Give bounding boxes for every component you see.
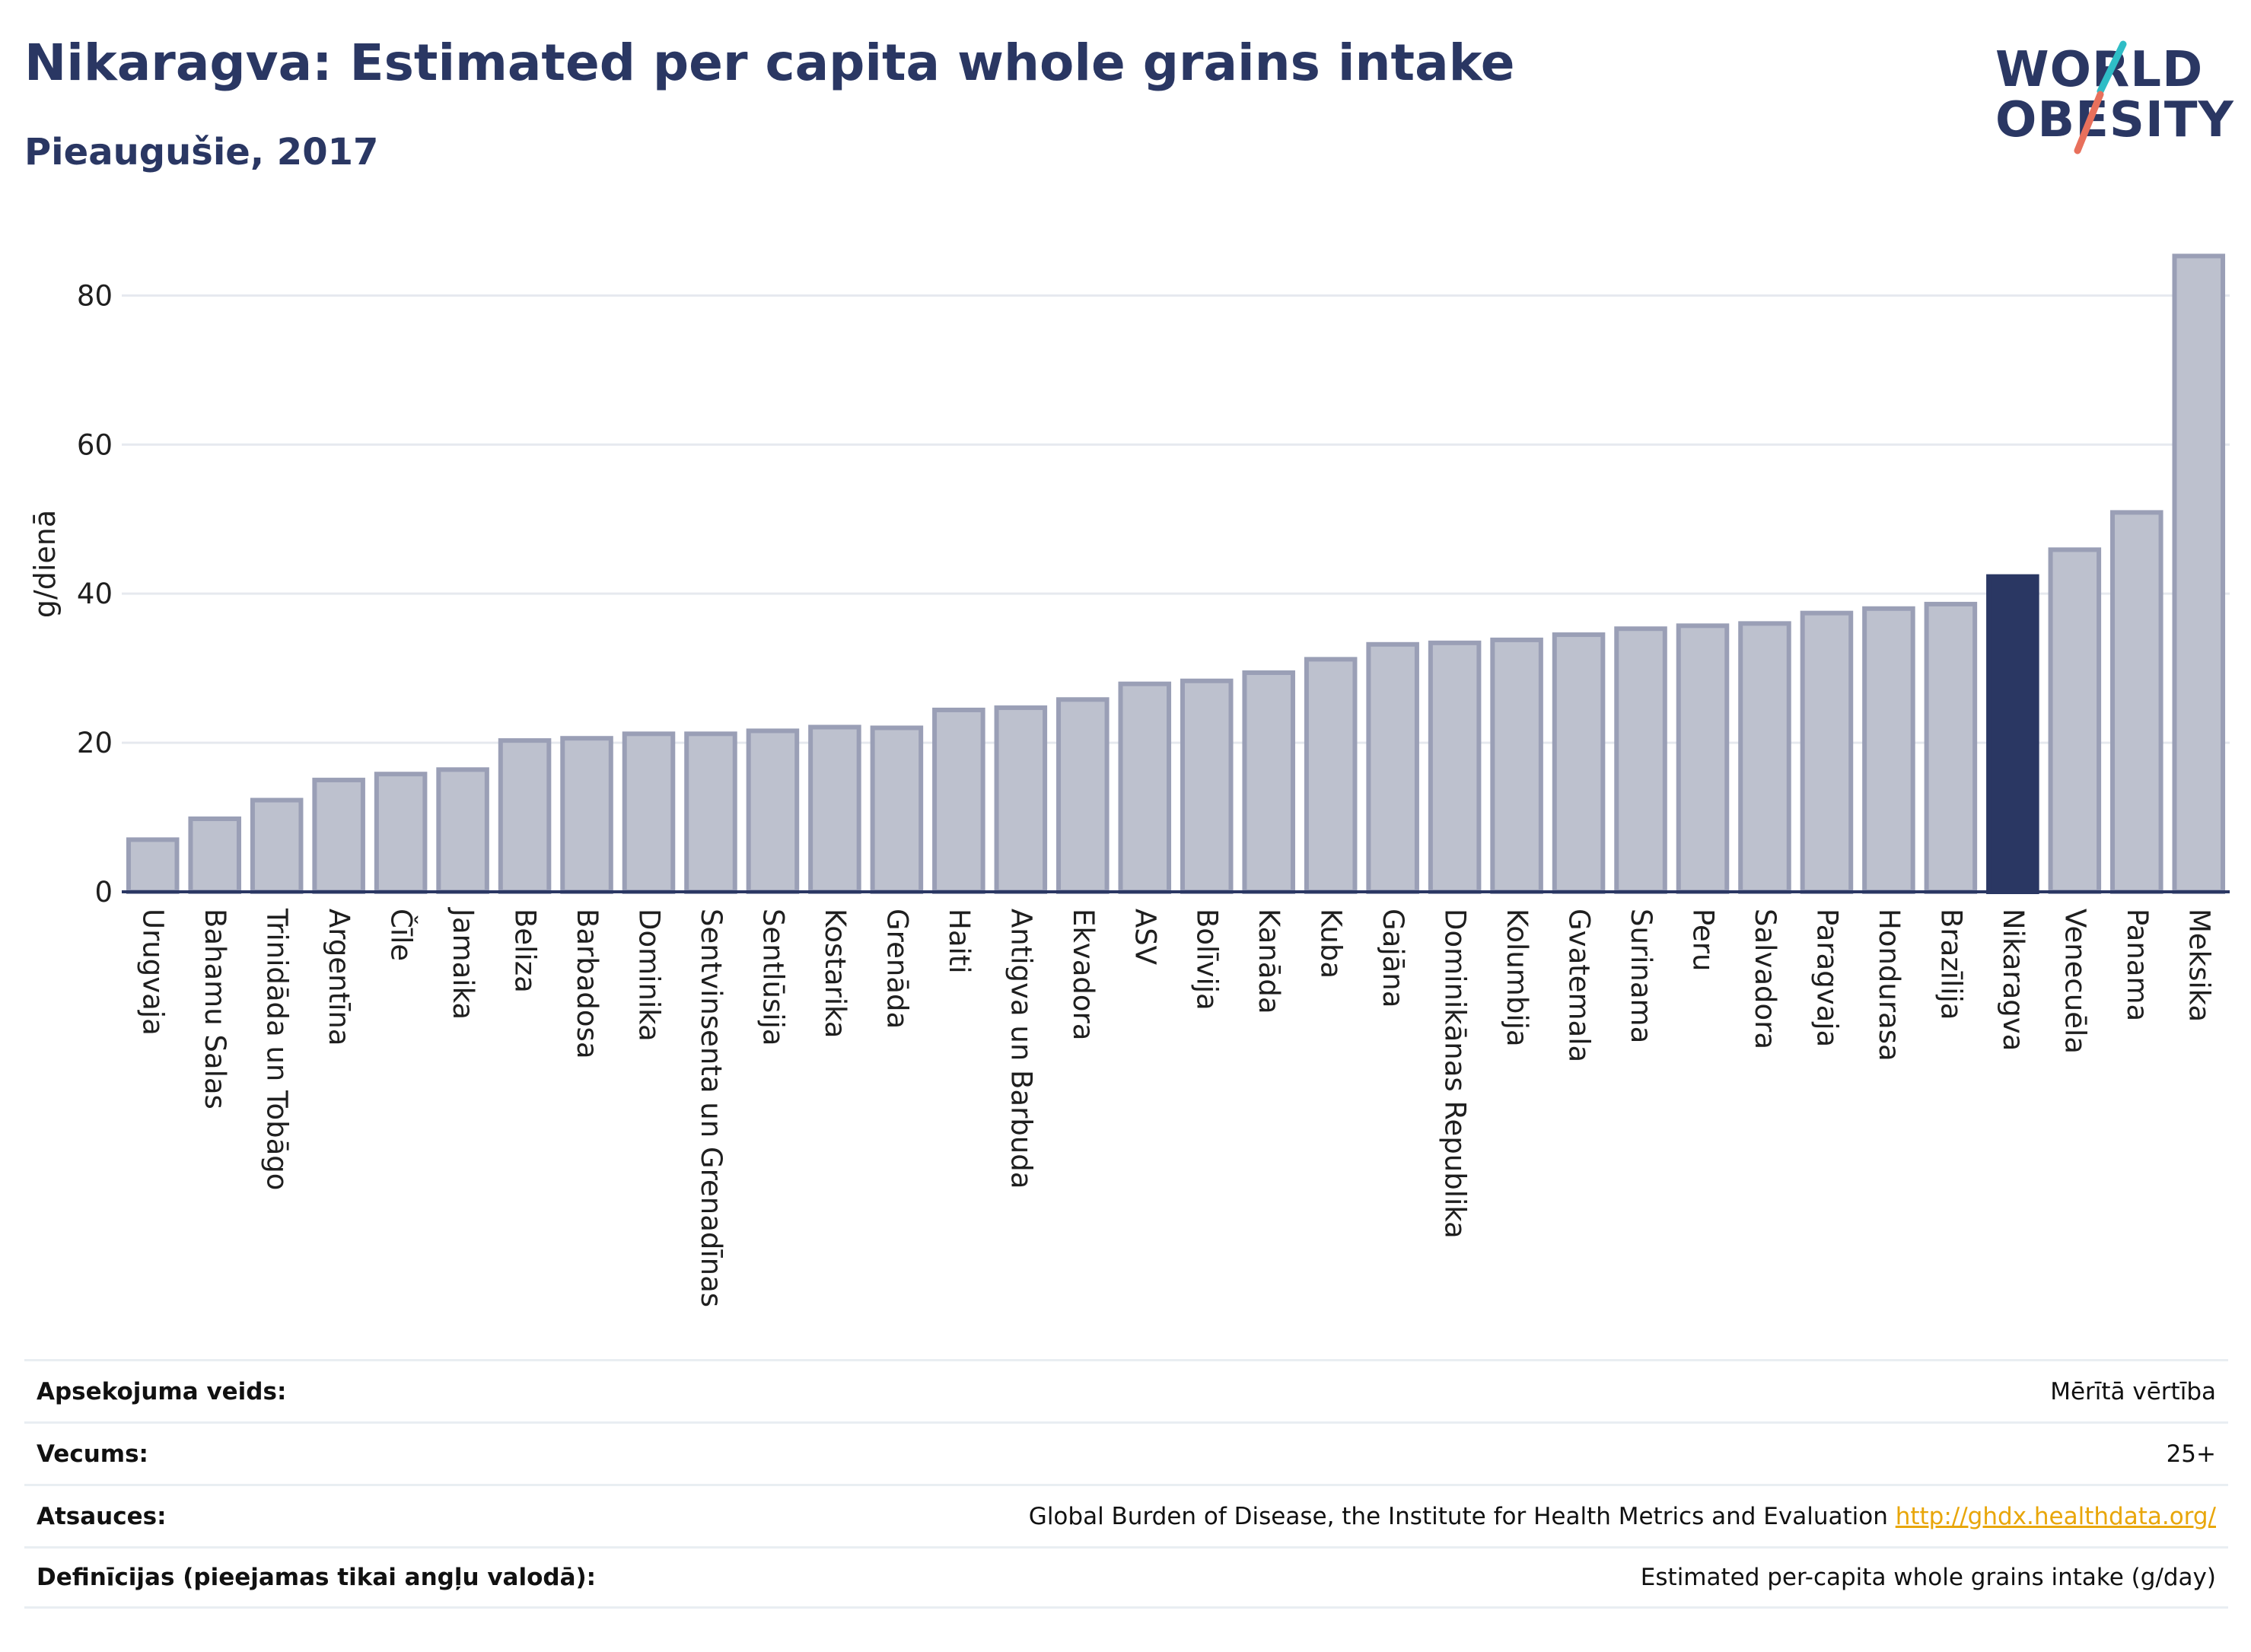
info-label: Apsekojuma veids: [37, 1377, 287, 1405]
x-tick-label: Sentlūsija [756, 909, 789, 1046]
bar [1180, 678, 1234, 894]
info-value: Estimated per-capita whole grains intake… [1640, 1564, 2216, 1591]
x-tick-label: Venecuēla [2058, 909, 2091, 1054]
x-tick-label: Surinama [1625, 909, 1657, 1043]
world-obesity-logo[interactable]: WORLD OBESITY [1986, 23, 2237, 160]
bar [250, 797, 304, 894]
x-tick-label: Peru [1687, 909, 1720, 971]
x-tick-label: Trinidāda un Tobāgo [261, 908, 294, 1190]
x-tick-label: Dominikānas Republika [1439, 909, 1472, 1239]
chart-subtitle: Pieaugušie, 2017 [24, 131, 379, 173]
info-value-reference: Global Burden of Disease, the Institute … [1029, 1503, 2228, 1530]
info-label: Atsauces: [37, 1502, 167, 1530]
bar [498, 738, 552, 895]
bar [188, 816, 241, 894]
x-tick-label: Bolīvija [1191, 909, 1224, 1011]
bar [808, 724, 861, 894]
x-tick-label: Sentvinsenta un Grenadīnas [695, 909, 728, 1307]
y-tick-label: 0 [94, 876, 113, 909]
bar [1490, 637, 1543, 894]
x-tick-label: Ekvadora [1067, 909, 1100, 1040]
bar [2048, 547, 2102, 894]
x-tick-label: Salvadora [1749, 909, 1781, 1049]
bar [2110, 510, 2163, 894]
bar [1862, 606, 1915, 894]
x-tick-label: Argentīna [323, 909, 355, 1046]
x-tick-label: Brazīlija [1934, 909, 1967, 1020]
info-label: Vecums: [37, 1440, 148, 1468]
x-tick-label: ASV [1129, 909, 1161, 965]
x-tick-label: Urugvaja [137, 909, 170, 1036]
bar [1924, 601, 1978, 894]
x-tick-label: Paragvaja [1810, 909, 1843, 1047]
info-row-survey-type: Apsekojuma veids: Mērītā vērtība [24, 1359, 2228, 1421]
bar [1552, 632, 1606, 894]
bar [1800, 610, 1854, 895]
info-table: Apsekojuma veids: Mērītā vērtība Vecums:… [24, 1359, 2228, 1609]
info-value: 25+ [2166, 1440, 2216, 1468]
x-tick-label: Jamaika [447, 907, 479, 1020]
bar-chart: 0 20 40 60 80 g/dienā Urugvaja Bahamu Salas Trin… [28, 253, 2230, 1307]
reference-link[interactable]: http://ghdx.healthdata.org/ [1895, 1502, 2216, 1530]
logo-slash-icon [2074, 40, 2127, 154]
bar [2172, 253, 2226, 894]
bar [1242, 670, 1295, 894]
y-tick-label: 40 [77, 578, 113, 610]
bar [994, 705, 1048, 894]
bar [1738, 621, 1791, 894]
x-tick-label: Beliza [509, 909, 542, 993]
x-tick-label: Gvatemala [1563, 909, 1596, 1062]
bar [1614, 626, 1667, 894]
bar [1366, 641, 1419, 894]
y-tick-label: 20 [77, 727, 113, 759]
info-label: Definīcijas (pieejamas tikai angļu valod… [37, 1564, 597, 1591]
x-tick-label: Gajāna [1377, 909, 1409, 1007]
bar [1304, 657, 1358, 895]
bar [126, 837, 180, 894]
chart-title: Nikaragva: Estimated per capita whole gr… [24, 33, 1515, 92]
x-tick-label: Antigva un Barbuda [1005, 909, 1037, 1189]
bar [746, 728, 800, 894]
info-row-definitions: Definīcijas (pieejamas tikai angļu valod… [24, 1546, 2228, 1609]
bar [560, 736, 613, 894]
bar [374, 772, 428, 894]
x-tick-label: Kuba [1315, 909, 1348, 979]
bar [1056, 697, 1110, 895]
x-tick-label: Čīle [385, 909, 419, 961]
bar [1428, 640, 1482, 895]
y-tick-label: 80 [77, 279, 113, 312]
bar [622, 731, 676, 894]
bar [436, 767, 489, 895]
info-row-age: Vecums: 25+ [24, 1421, 2228, 1484]
logo-text-obesity: OBESITY [1995, 92, 2234, 148]
bar-highlight [1986, 574, 2039, 894]
y-tick-label: 60 [77, 428, 113, 461]
x-tick-label: Kanāda [1253, 909, 1285, 1014]
bar [684, 731, 737, 894]
bar [1676, 623, 1730, 894]
info-row-references: Atsauces: Global Burden of Disease, the … [24, 1484, 2228, 1546]
y-axis-label: g/dienā [28, 510, 62, 618]
x-tick-label: Meksika [2183, 909, 2215, 1022]
bar [870, 725, 924, 894]
x-tick-label: Nikaragva [1997, 909, 2030, 1051]
bar [1118, 681, 1172, 895]
bar [312, 778, 365, 895]
x-tick-label: Panama [2121, 909, 2154, 1021]
bar [932, 707, 985, 894]
x-tick-label: Barbadosa [571, 909, 603, 1059]
reference-text: Global Burden of Disease, the Institute … [1028, 1502, 1888, 1530]
x-tick-label: Kolumbija [1501, 909, 1533, 1047]
x-tick-label: Hondurasa [1873, 909, 1906, 1062]
x-tick-label: Haiti [943, 909, 976, 974]
x-tick-label: Dominika [633, 909, 666, 1042]
x-tick-label: Kostarika [819, 909, 852, 1038]
info-value: Mērītā vērtība [2050, 1377, 2216, 1405]
logo-text-world: WORLD [1995, 42, 2204, 98]
x-tick-label: Bahamu Salas [199, 909, 231, 1109]
x-tick-label: Grenāda [880, 909, 913, 1029]
